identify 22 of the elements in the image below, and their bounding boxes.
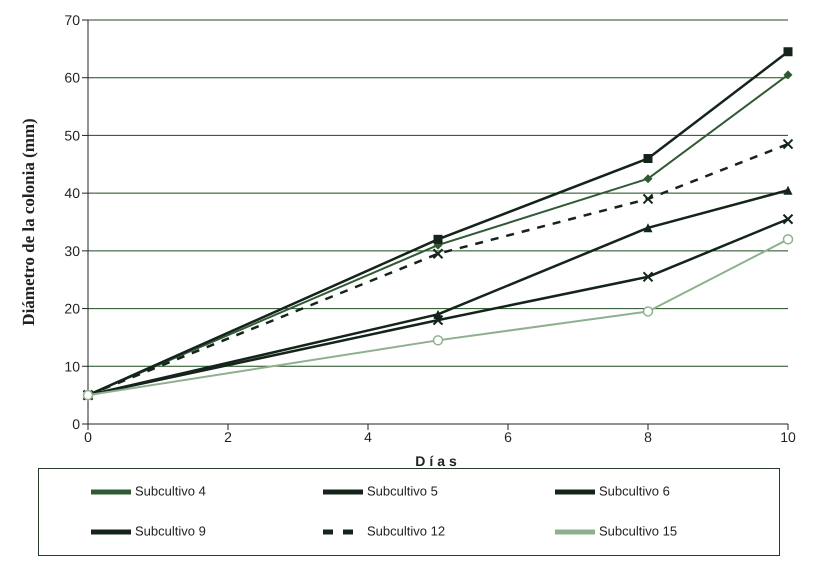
legend-label: Subcultivo 6 [599, 483, 670, 498]
legend-label: Subcultivo 9 [135, 523, 206, 538]
x-tick-label: 8 [644, 428, 652, 445]
x-tick-label: 10 [780, 428, 796, 445]
y-tick-label: 0 [72, 416, 80, 432]
y-tick-label: 50 [64, 127, 80, 144]
y-tick-label: 60 [64, 70, 80, 86]
y-tick-label: 70 [64, 12, 80, 28]
y-tick-label: 10 [64, 358, 80, 374]
x-axis-title: Días [415, 453, 461, 469]
legend-label: Subcultivo 12 [367, 523, 446, 538]
x-tick-label: 0 [84, 428, 92, 445]
legend-label: Subcultivo 15 [599, 523, 678, 538]
y-tick-label: 30 [64, 242, 80, 259]
y-tick-label: 40 [64, 185, 80, 202]
x-tick-label: 6 [504, 428, 512, 445]
legend-label: Subcultivo 5 [367, 483, 438, 498]
x-tick-label: 4 [364, 428, 372, 445]
y-tick-label: 20 [64, 300, 80, 317]
legend-label: Subcultivo 4 [135, 483, 206, 498]
y-axis-title: Diámetro de la colonia (mm) [19, 118, 38, 326]
x-tick-label: 2 [224, 428, 232, 445]
